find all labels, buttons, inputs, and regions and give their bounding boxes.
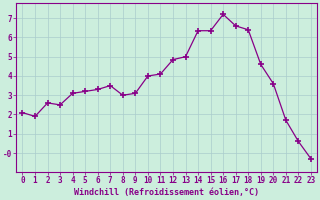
X-axis label: Windchill (Refroidissement éolien,°C): Windchill (Refroidissement éolien,°C)	[74, 188, 259, 197]
